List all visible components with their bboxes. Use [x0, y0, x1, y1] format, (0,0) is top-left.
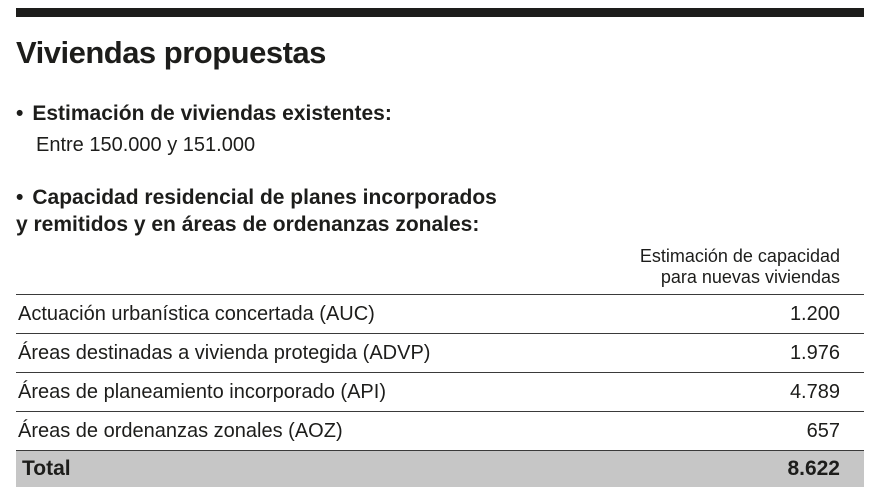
capacity-label-line1: • Capacidad residencial de planes incorpo…	[16, 185, 864, 211]
bullet-capacity: • Capacidad residencial de planes incorpo…	[16, 185, 864, 238]
row-value: 657	[806, 419, 840, 442]
row-value: 1.200	[789, 302, 840, 325]
table-row: Áreas destinadas a vivienda protegida (A…	[16, 334, 864, 374]
capacity-label-line1-text: Capacidad residencial de planes incorpor…	[32, 186, 497, 210]
value-column-header-line1: Estimación de capacidad	[639, 245, 840, 266]
table-row: Áreas de planeamiento incorporado (API) …	[16, 373, 864, 413]
row-label: Áreas destinadas a vivienda protegida (A…	[18, 341, 431, 364]
bullet-icon: •	[16, 102, 24, 125]
capacity-label-line2: y remitidos y en áreas de ordenanzas zon…	[16, 212, 480, 236]
capacity-table: Actuación urbanística concertada (AUC) 1…	[16, 294, 864, 488]
table-row: Actuación urbanística concertada (AUC) 1…	[16, 295, 864, 335]
table-total-row: Total 8.622	[16, 451, 864, 488]
value-column-header: Estimación de capacidad para nuevas vivi…	[16, 246, 864, 288]
table-row: Áreas de ordenanzas zonales (AOZ) 657	[16, 412, 864, 452]
existing-housing-label: Estimación de viviendas existentes:	[32, 102, 392, 125]
total-label: Total	[22, 457, 71, 481]
total-value: 8.622	[787, 457, 840, 481]
bullet-icon: •	[16, 186, 24, 210]
row-label: Actuación urbanística concertada (AUC)	[18, 302, 375, 325]
row-value: 4.789	[789, 380, 840, 403]
top-rule	[16, 8, 864, 17]
row-value: 1.976	[789, 341, 840, 364]
row-label: Áreas de planeamiento incorporado (API)	[18, 380, 386, 403]
existing-housing-estimate: Entre 150.000 y 151.000	[36, 134, 256, 157]
page-title: Viviendas propuestas	[16, 35, 326, 70]
value-column-header-line2: para nuevas viviendas	[660, 266, 840, 287]
bullet-existing-housing: • Estimación de viviendas existentes:	[16, 101, 864, 127]
row-label: Áreas de ordenanzas zonales (AOZ)	[18, 419, 343, 442]
